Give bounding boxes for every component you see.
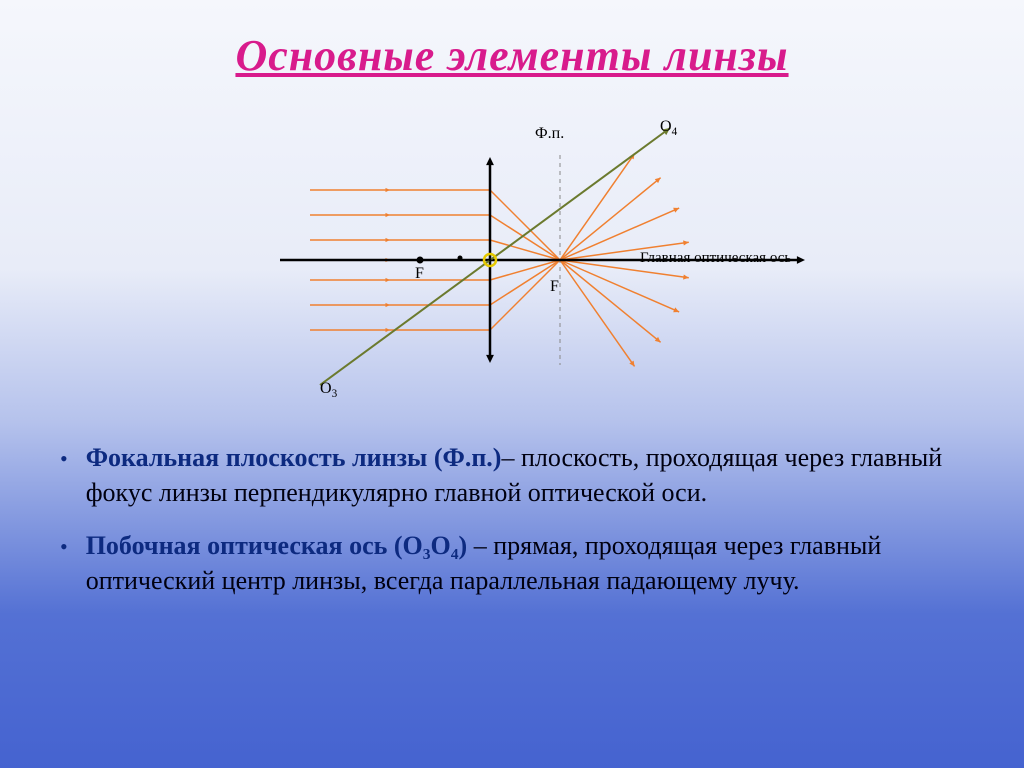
bullet-dot-icon: • — [60, 446, 68, 472]
page-title: Основные элементы линзы — [0, 0, 1024, 81]
bullet-dot-icon: • — [60, 534, 68, 560]
lens-diagram: Ф.п. О4 О3 F F Главная оптическая ось — [260, 110, 820, 390]
label-o3: О3 — [320, 380, 337, 400]
label-o4: О4 — [660, 118, 677, 138]
bullet-text: Фокальная плоскость линзы (Ф.п.)– плоско… — [86, 440, 970, 510]
label-f-left: F — [415, 265, 424, 283]
bullet-list: • Фокальная плоскость линзы (Ф.п.)– плос… — [60, 440, 970, 616]
label-fp: Ф.п. — [535, 125, 564, 143]
bullet-item: • Побочная оптическая ось (О₃О₄) – пряма… — [60, 528, 970, 598]
label-optical-axis: Главная оптическая ось — [640, 250, 791, 267]
bullet-item: • Фокальная плоскость линзы (Ф.п.)– плос… — [60, 440, 970, 510]
label-f-right: F — [550, 278, 559, 296]
bullet-text: Побочная оптическая ось (О₃О₄) – прямая,… — [86, 528, 970, 598]
